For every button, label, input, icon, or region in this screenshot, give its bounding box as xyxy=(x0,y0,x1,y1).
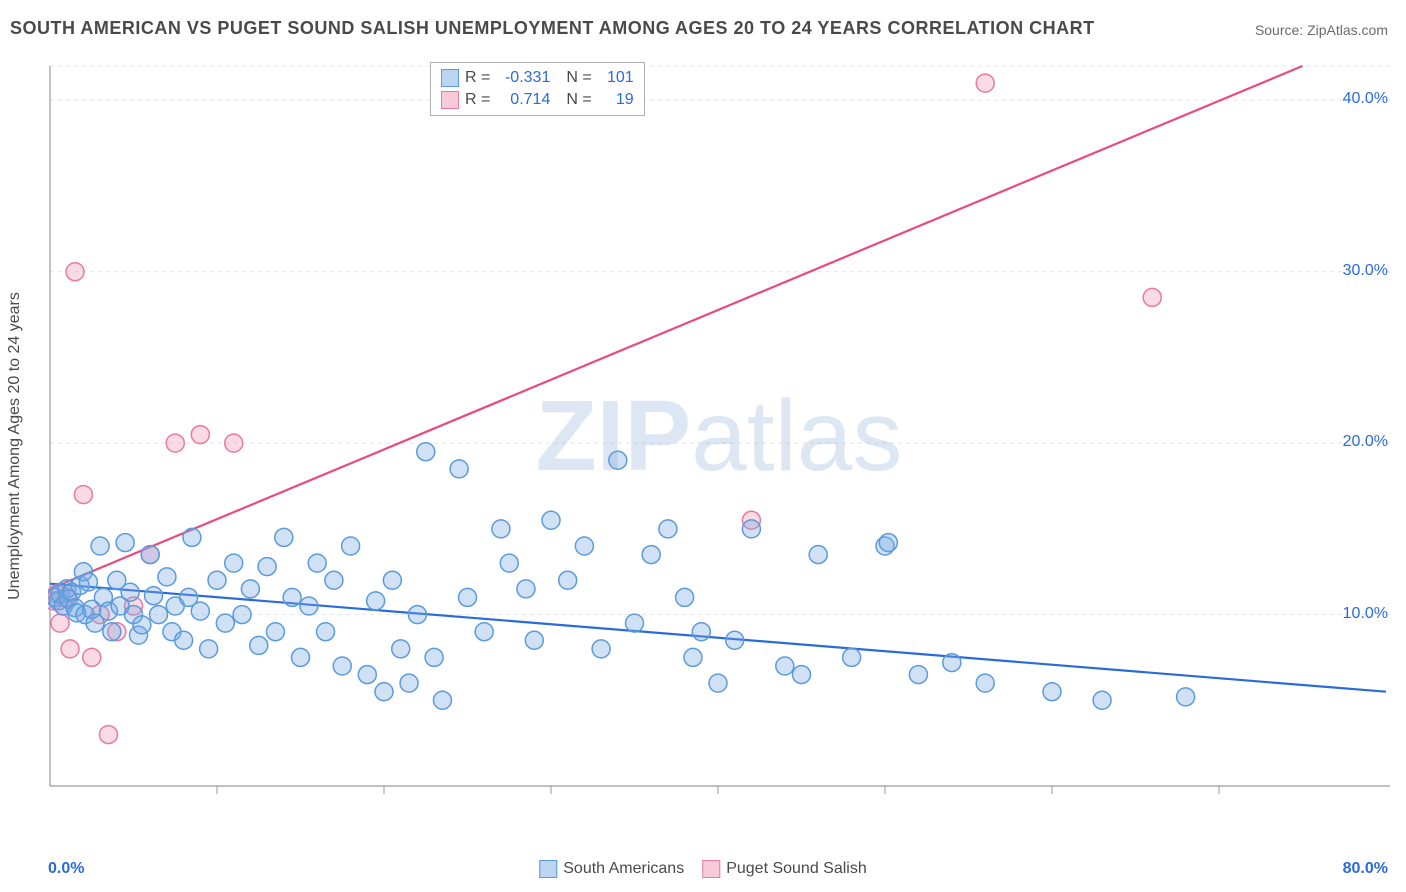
x-axis-min-label: 0.0% xyxy=(48,860,84,878)
stat-r-value: -0.331 xyxy=(496,67,550,89)
y-tick-label: 30.0% xyxy=(1343,262,1388,280)
y-tick-label: 10.0% xyxy=(1343,605,1388,623)
chart-title: SOUTH AMERICAN VS PUGET SOUND SALISH UNE… xyxy=(10,18,1095,39)
legend-swatch-icon xyxy=(702,860,720,878)
y-tick-label: 40.0% xyxy=(1343,90,1388,108)
stat-r-value: 0.714 xyxy=(496,89,550,111)
y-axis-label: Unemployment Among Ages 20 to 24 years xyxy=(6,246,24,646)
legend-item: Puget Sound Salish xyxy=(702,860,867,878)
chart-container: SOUTH AMERICAN VS PUGET SOUND SALISH UNE… xyxy=(0,0,1406,892)
y-tick-label: 20.0% xyxy=(1343,433,1388,451)
stat-r-label: R = xyxy=(465,67,490,89)
stat-n-value: 19 xyxy=(598,89,634,111)
stat-n-label: N = xyxy=(566,89,591,111)
legend-item-label: South Americans xyxy=(563,860,684,878)
source-attribution: Source: ZipAtlas.com xyxy=(1255,22,1388,38)
legend-item: South Americans xyxy=(539,860,684,878)
x-axis-max-label: 80.0% xyxy=(1343,860,1388,878)
correlation-legend: R = -0.331 N = 101 R = 0.714 N = 19 xyxy=(430,62,645,116)
scatter-plot xyxy=(48,56,1390,816)
legend-swatch-icon xyxy=(441,69,459,87)
stat-n-value: 101 xyxy=(598,67,634,89)
legend-swatch-icon xyxy=(441,91,459,109)
legend-stat-row: R = 0.714 N = 19 xyxy=(441,89,634,111)
series-legend: South Americans Puget Sound Salish xyxy=(539,860,867,878)
legend-stat-row: R = -0.331 N = 101 xyxy=(441,67,634,89)
stat-r-label: R = xyxy=(465,89,490,111)
legend-item-label: Puget Sound Salish xyxy=(726,860,867,878)
legend-swatch-icon xyxy=(539,860,557,878)
stat-n-label: N = xyxy=(566,67,591,89)
